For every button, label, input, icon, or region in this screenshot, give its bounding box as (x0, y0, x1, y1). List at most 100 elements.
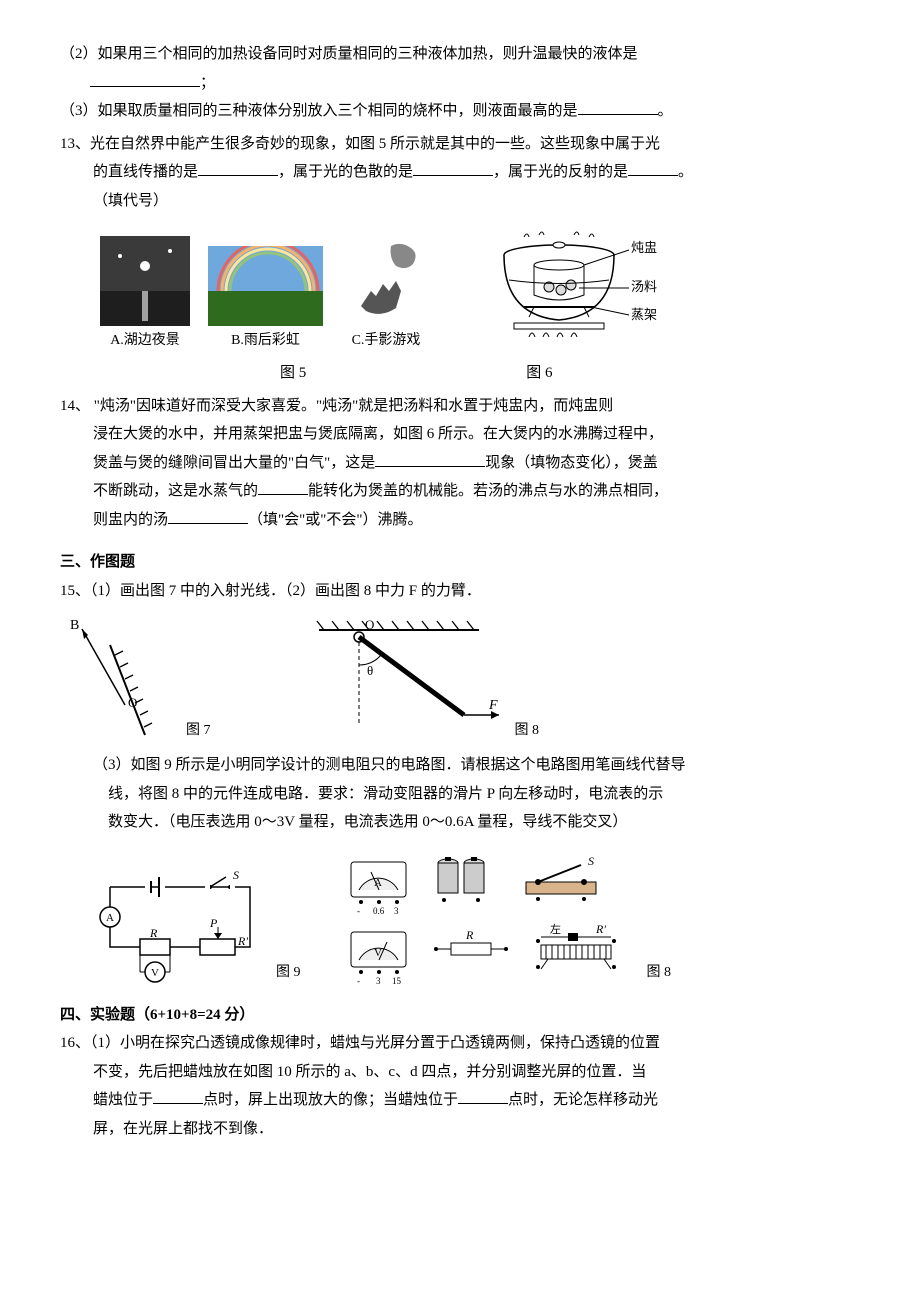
fig8b: A - 0.6 3 S (341, 847, 672, 987)
svg-text:15: 15 (392, 976, 402, 986)
q14-l4: 不断跳动，这是水蒸气的 能转化为煲盖的机械能。若汤的沸点与水的沸点相同， (60, 477, 860, 506)
fig7: B O 图 7 (70, 615, 211, 745)
q16-l1: （1）小明在探究凸透镜成像规律时，蜡烛与光屏分置于凸透镜两侧，保持凸透镜的位置 (90, 1035, 660, 1051)
lake-night-icon (100, 236, 190, 326)
fig8a-label: 图 8 (515, 718, 540, 745)
q14-blank3 (168, 506, 248, 524)
q13-num: 13、 (60, 136, 90, 152)
q16-blank2 (458, 1087, 508, 1105)
svg-text:P: P (209, 916, 218, 930)
q16-l3c: 点时，无论怎样移动光 (508, 1092, 658, 1108)
q13-blank3 (628, 159, 678, 177)
q13-blank2 (413, 159, 493, 177)
q14-l5a: 则盅内的汤 (93, 512, 168, 528)
fig8b-label: 图 8 (647, 960, 672, 987)
q14-l5: 则盅内的汤 （填"会"或"不会"）沸腾。 (60, 506, 860, 535)
q16-l3: 蜡烛位于点时，屏上出现放大的像；当蜡烛位于点时，无论怎样移动光 (60, 1086, 860, 1115)
q12-part2-blankline: ； (60, 69, 860, 98)
mirror-ray-icon: B O (70, 615, 180, 745)
q13-t2: 的直线传播的是 (93, 164, 198, 180)
q16-l2: 不变，先后把蜡烛放在如图 10 所示的 a、b、c、d 四点，并分别调整光屏的位… (60, 1058, 860, 1087)
svg-text:-: - (357, 906, 360, 916)
q12-part3-tail: 。 (658, 103, 673, 119)
svg-text:O: O (365, 617, 374, 632)
fig5-b: B.雨后彩虹 (208, 246, 323, 355)
q15-num: 15、 (60, 583, 90, 599)
section-4-title: 四、实验题（6+10+8=24 分） (60, 1001, 860, 1030)
fig5-c-cap: C.手影游戏 (352, 328, 421, 355)
q16-l3a: 蜡烛位于 (93, 1092, 153, 1108)
q12-part2-blank (90, 69, 200, 87)
fig5-a: A.湖边夜景 (100, 236, 190, 355)
q12-part2-text: （2）如果用三个相同的加热设备同时对质量相同的三种液体加热，则升温最快的液体是 (60, 46, 638, 62)
pot-label-lid: 炖盅 (631, 240, 657, 255)
q13-t5: 。 (678, 164, 693, 180)
q16-l4: 屏，在光屏上都找不到像． (60, 1115, 860, 1144)
q14-num: 14、 (60, 398, 90, 414)
q15-p3: （3）如图 9 所示是小明同学设计的测电阻只的电路图．请根据这个电路图用笔画线代… (60, 751, 860, 780)
svg-text:F: F (488, 698, 498, 713)
svg-text:3: 3 (394, 906, 399, 916)
svg-text:R: R (149, 926, 158, 940)
pot-label-rack: 蒸架 (631, 307, 657, 322)
q15-p3b: 线，将图 8 中的元件连成电路．要求：滑动变阻器的滑片 P 向左移动时，电流表的… (60, 780, 860, 809)
q14-l1: "炖汤"因味道好而深受大家喜爱。"炖汤"就是把汤料和水置于炖盅内，而炖盅则 (94, 398, 614, 414)
q14-l4a: 不断跳动，这是水蒸气的 (93, 483, 258, 499)
svg-text:V: V (151, 967, 159, 979)
fig9: S A R P R' V 图 9 (90, 867, 301, 987)
figure-row-5-6: A.湖边夜景 B.雨后彩虹 C.手影游戏 (100, 225, 860, 355)
figure-row-7-8: B O 图 7 (70, 615, 860, 745)
fig5-b-cap: B.雨后彩虹 (231, 328, 300, 355)
rainbow-icon (208, 246, 323, 326)
q12-part3: （3）如果取质量相同的三种液体分别放入三个相同的烧杯中，则液面最高的是。 (60, 97, 860, 126)
svg-text:R': R' (595, 922, 606, 936)
q12-part3-blank (578, 98, 658, 116)
q14-l4b: 能转化为煲盖的机械能。若汤的沸点与水的沸点相同， (308, 483, 668, 499)
svg-text:R': R' (237, 934, 248, 948)
q13-note: （填代号） (60, 187, 860, 216)
q13: 13、光在自然界中能产生很多奇妙的现象，如图 5 所示就是其中的一些。这些现象中… (60, 130, 860, 216)
q13-line2: 的直线传播的是，属于光的色散的是，属于光的反射的是。 (60, 158, 860, 187)
q15-p1: （1）画出图 7 中的入射光线．（2）画出图 8 中力 F 的力臂． (90, 583, 481, 599)
svg-text:3: 3 (376, 976, 381, 986)
fig-5-6-labels: 图 5 图 6 (280, 359, 860, 388)
q16: 16、（1）小明在探究凸透镜成像规律时，蜡烛与光屏分置于凸透镜两侧，保持凸透镜的… (60, 1029, 860, 1143)
q14-blank1 (375, 449, 485, 467)
circuit-components-icon: A - 0.6 3 S (341, 847, 641, 987)
fig6-label: 图 6 (526, 359, 552, 388)
svg-text:0.6: 0.6 (373, 906, 385, 916)
lever-force-icon: O θ F (289, 615, 509, 745)
svg-text:V: V (374, 947, 382, 959)
svg-text:A: A (106, 912, 114, 924)
q14-l5b: （填"会"或"不会"）沸腾。 (248, 512, 423, 528)
fig6-pot: 炖盅 汤料 蒸架 (479, 225, 669, 355)
q16-num: 16、 (60, 1035, 90, 1051)
hand-shadow-icon (341, 236, 431, 326)
q14-l3a: 煲盖与煲的缝隙间冒出大量的"白气"，这是 (93, 455, 375, 471)
q15-p3a: （3）如图 9 所示是小明同学设计的测电阻只的电路图．请根据这个电路图用笔画线代… (93, 757, 686, 773)
svg-text:-: - (357, 976, 360, 986)
q13-blank1 (198, 159, 278, 177)
svg-text:A: A (374, 877, 382, 889)
q15-p3c: 数变大．（电压表选用 0～3V 量程，电流表选用 0～0.6A 量程，导线不能交… (60, 808, 860, 837)
q16-blank1 (153, 1087, 203, 1105)
svg-text:θ: θ (367, 663, 373, 678)
stew-pot-icon: 炖盅 汤料 蒸架 (479, 225, 669, 355)
svg-text:S: S (233, 868, 239, 882)
svg-text:B: B (70, 618, 79, 633)
svg-text:O: O (128, 695, 137, 710)
q13-t1: 光在自然界中能产生很多奇妙的现象，如图 5 所示就是其中的一些。这些现象中属于光 (90, 136, 660, 152)
svg-text:S: S (588, 854, 594, 868)
svg-text:左: 左 (550, 923, 561, 936)
q14: 14、 "炖汤"因味道好而深受大家喜爱。"炖汤"就是把汤料和水置于炖盅内，而炖盅… (60, 392, 860, 535)
q14-l2: 浸在大煲的水中，并用蒸架把盅与煲底隔离，如图 6 所示。在大煲内的水沸腾过程中， (60, 420, 860, 449)
fig5-c: C.手影游戏 (341, 236, 431, 355)
q14-blank2 (258, 478, 308, 496)
fig5-a-cap: A.湖边夜景 (110, 328, 180, 355)
circuit-schematic-icon: S A R P R' V (90, 867, 270, 987)
q12-part2: （2）如果用三个相同的加热设备同时对质量相同的三种液体加热，则升温最快的液体是 (60, 40, 860, 69)
fig8a: O θ F 图 8 (289, 615, 540, 745)
q14-l3: 煲盖与煲的缝隙间冒出大量的"白气"，这是现象（填物态变化），煲盖 (60, 449, 860, 478)
q15: 15、（1）画出图 7 中的入射光线．（2）画出图 8 中力 F 的力臂． (60, 577, 860, 606)
fig9-label: 图 9 (276, 960, 301, 987)
